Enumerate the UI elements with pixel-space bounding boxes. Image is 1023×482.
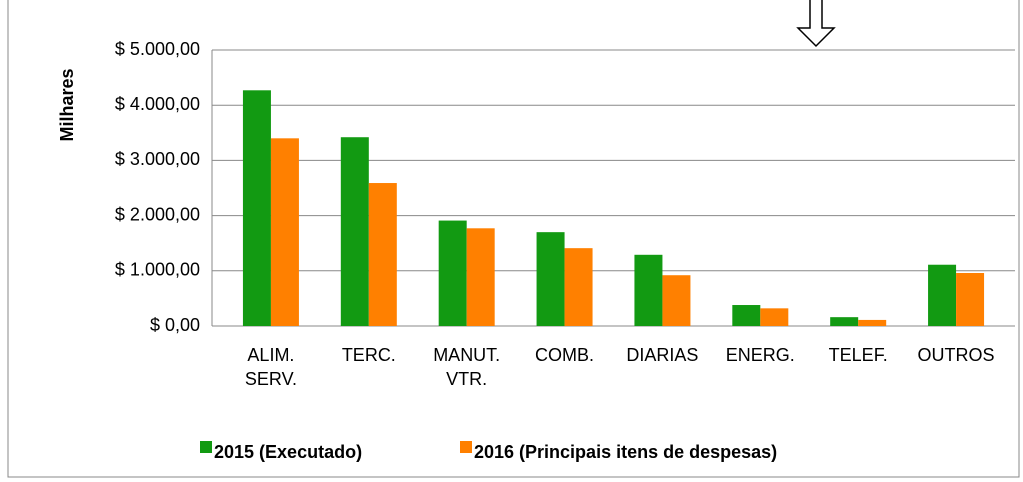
y-tick-label: $ 1.000,00 — [115, 260, 200, 280]
bar — [438, 220, 467, 326]
bar — [634, 254, 663, 326]
x-tick-label: OUTROS — [917, 345, 995, 365]
bar — [928, 264, 957, 326]
bar — [466, 228, 495, 326]
x-tick-label: DIARIAS — [626, 345, 699, 365]
arrow-icon — [796, 0, 836, 48]
bar — [564, 248, 593, 326]
bar — [732, 305, 761, 326]
bar — [536, 232, 565, 326]
y-tick-label: $ 3.000,00 — [115, 149, 200, 169]
bar — [858, 319, 887, 326]
bar — [662, 275, 691, 326]
bar — [368, 183, 397, 326]
y-tick-label: $ 0,00 — [150, 315, 200, 335]
x-tick-label: MANUT. VTR. — [433, 345, 501, 389]
legend-swatch — [460, 441, 472, 453]
x-tick-label: ENERG. — [725, 345, 795, 365]
bar — [242, 90, 271, 327]
x-tick-label: COMB. — [535, 345, 595, 365]
chart-border — [7, 0, 1020, 478]
bar — [830, 317, 859, 326]
x-tick-label: TELEF. — [828, 345, 888, 365]
legend-label: 2016 (Principais itens de despesas) — [474, 442, 777, 462]
bar — [760, 308, 789, 326]
x-tick-label: ALIM. SERV. — [244, 345, 297, 389]
y-tick-label: $ 2.000,00 — [115, 204, 200, 224]
legend-label: 2015 (Executado) — [214, 442, 362, 462]
y-tick-label: $ 4.000,00 — [115, 94, 200, 114]
bar — [270, 138, 299, 326]
x-tick-label: TERC. — [341, 345, 396, 365]
bar — [956, 273, 985, 326]
bar — [340, 137, 369, 326]
y-axis-label: Milhares — [57, 68, 77, 141]
legend-swatch — [200, 441, 212, 453]
y-tick-label: $ 5.000,00 — [115, 39, 200, 59]
